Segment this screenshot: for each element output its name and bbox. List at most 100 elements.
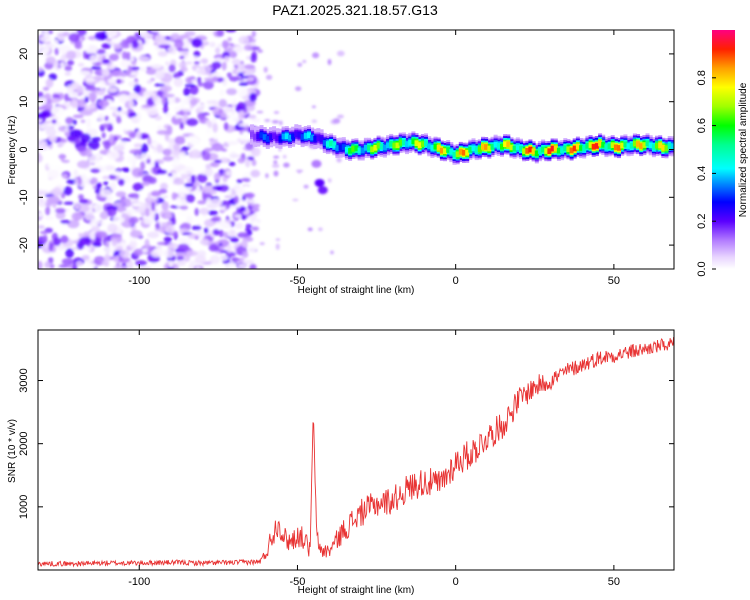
noise-speckle [186, 215, 193, 223]
x-tick-label: 0 [453, 576, 459, 588]
noise-speckle [171, 217, 176, 225]
ridge-cell [496, 143, 501, 149]
secondary-feature [317, 186, 328, 195]
noise-speckle [202, 185, 215, 194]
noise-speckle [63, 201, 74, 205]
noise-speckle [118, 114, 130, 119]
noise-speckle [70, 82, 79, 90]
noise-speckle [38, 225, 45, 229]
noise-speckle [145, 208, 150, 217]
ridge-cell [481, 144, 485, 150]
noise-speckle [162, 156, 174, 162]
noise-speckle [130, 230, 143, 238]
noise-speckle [212, 228, 220, 236]
noise-speckle [131, 60, 137, 66]
ridge-cell [632, 140, 637, 147]
noise-speckle [216, 186, 222, 191]
spectrogram-heatmap [38, 30, 674, 269]
noise-speckle [251, 207, 260, 212]
noise-speckle [98, 80, 106, 90]
ridge-cell [620, 142, 625, 149]
ridge-cell [503, 141, 508, 147]
noise-speckle [134, 154, 141, 160]
ridge-cell [338, 144, 343, 151]
noise-speckle [161, 222, 169, 228]
noise-speckle [44, 261, 51, 269]
colorbar-tick-label: 0.8 [696, 70, 708, 85]
ridge-cell [541, 146, 546, 153]
noise-speckle [81, 255, 90, 261]
noise-speckle [218, 229, 224, 238]
colorbar: 0.0 0.2 0.4 0.6 0.8 Normalized spectral ampl… [696, 30, 749, 277]
noise-speckle [163, 86, 168, 97]
noise-speckle [245, 158, 251, 168]
noise-speckle [154, 212, 159, 222]
noise-speckle [64, 93, 70, 102]
noise-speckle [241, 239, 248, 248]
noise-speckle [271, 163, 280, 168]
colorbar-tick-label: 0.2 [696, 214, 708, 229]
noise-speckle [78, 233, 91, 238]
noise-speckle [121, 212, 127, 219]
noise-speckle [327, 178, 332, 183]
noise-speckle [243, 44, 253, 51]
noise-speckle [38, 139, 45, 149]
noise-speckle [129, 71, 139, 76]
noise-speckle [230, 237, 239, 243]
ridge-cell [471, 145, 476, 152]
noise-speckle [279, 120, 283, 126]
ridge-cell [313, 136, 318, 142]
noise-speckle [87, 262, 97, 269]
noise-speckle [180, 66, 188, 73]
noise-speckle [197, 200, 207, 205]
noise-speckle [115, 51, 122, 55]
noise-speckle [133, 143, 143, 148]
noise-speckle [179, 169, 186, 175]
ridge-cell [262, 134, 267, 140]
noise-speckle [227, 37, 232, 42]
noise-speckle [128, 132, 137, 139]
noise-speckle [249, 92, 257, 102]
ridge-cell [351, 146, 356, 152]
y-tick-label: 2000 [18, 431, 30, 455]
noise-speckle [147, 177, 157, 184]
ridge-cell [487, 145, 492, 152]
noise-speckle [236, 232, 249, 238]
ridge-cell [322, 140, 327, 146]
noise-speckle [214, 159, 223, 163]
noise-speckle [311, 119, 317, 123]
noise-speckle [195, 266, 201, 269]
ridge-cell [455, 151, 460, 158]
noise-speckle [93, 177, 98, 183]
noise-speckle [51, 115, 60, 121]
noise-speckle [150, 249, 164, 258]
noise-speckle [292, 198, 299, 202]
noise-speckle [92, 241, 102, 248]
noise-speckle [330, 250, 334, 255]
ridge-cell [528, 146, 533, 153]
noise-speckle [127, 65, 132, 75]
noise-speckle [273, 111, 280, 114]
noise-speckle [122, 51, 127, 60]
ridge-cell [598, 140, 603, 147]
noise-speckle [163, 236, 172, 243]
noise-speckle [107, 208, 117, 217]
noise-speckle [38, 260, 43, 269]
noise-speckle [65, 116, 74, 125]
noise-speckle [225, 30, 237, 33]
noise-speckle [55, 166, 65, 171]
noise-speckle [38, 212, 43, 218]
noise-speckle [233, 195, 239, 205]
noise-speckle [165, 61, 170, 66]
noise-speckle [128, 99, 134, 109]
ridge-cell [468, 146, 473, 153]
noise-speckle [119, 141, 127, 146]
noise-speckle [154, 83, 166, 87]
noise-speckle [77, 70, 91, 76]
noise-speckle [242, 250, 249, 259]
noise-speckle [219, 206, 227, 211]
ridge-cell [591, 143, 596, 150]
noise-speckle [57, 107, 65, 117]
ridge-cell [452, 151, 457, 158]
noise-speckle [152, 93, 158, 102]
